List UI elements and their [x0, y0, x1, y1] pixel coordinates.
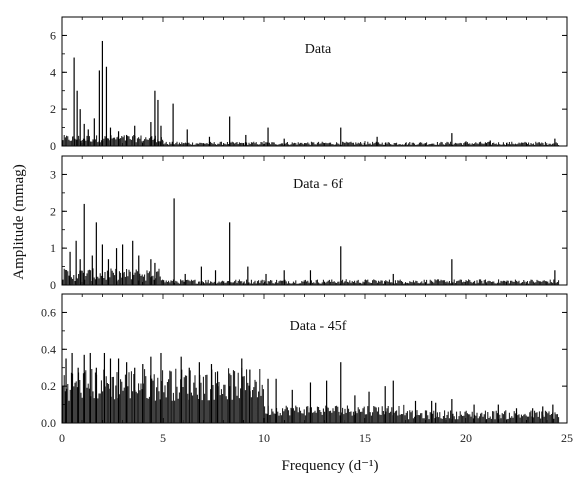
x-tick-label: 20 — [460, 431, 472, 445]
panel-2: Data - 6f 0 1 2 3 — [50, 155, 568, 292]
y-tick-label: 0 — [50, 278, 56, 292]
panel-title: Data — [305, 42, 332, 57]
y-tick-label: 2 — [50, 204, 56, 218]
panel-title: Data - 45f — [290, 319, 347, 334]
panel-frame — [61, 16, 568, 147]
y-tick-label: 1 — [50, 241, 56, 255]
panel-1: Data 0 2 4 6 — [50, 16, 568, 153]
y-tick-label: 3 — [50, 167, 56, 181]
y-tick-label: 4 — [50, 65, 56, 79]
y-tick-label: 2 — [50, 102, 56, 116]
y-axis-title: Amplitude (mmag) — [11, 164, 27, 279]
panels-group: Data 0 2 4 6 Data - 6f 0 1 2 3 Data - 45f 0.0 0.2 0.4… — [41, 16, 573, 445]
noise-floor — [62, 135, 560, 146]
y-tick-label: 0.4 — [41, 342, 56, 356]
panel-frame — [61, 155, 568, 286]
y-tick-label: 0.0 — [41, 416, 56, 430]
x-tick-label: 10 — [258, 431, 270, 445]
y-tick-label: 0.6 — [41, 305, 56, 319]
panel-title: Data - 6f — [293, 177, 343, 192]
y-tick-label: 6 — [50, 28, 56, 42]
y-tick-label: 0 — [50, 139, 56, 153]
x-tick-label: 0 — [59, 431, 65, 445]
x-tick-label: 25 — [561, 431, 573, 445]
panel-3: Data - 45f 0.0 0.2 0.4 0.6 — [41, 293, 568, 430]
x-tick-label: 5 — [160, 431, 166, 445]
x-axis-title: Frequency (d⁻¹) — [282, 458, 379, 474]
x-tick-label: 15 — [359, 431, 371, 445]
y-tick-label: 0.2 — [41, 379, 56, 393]
